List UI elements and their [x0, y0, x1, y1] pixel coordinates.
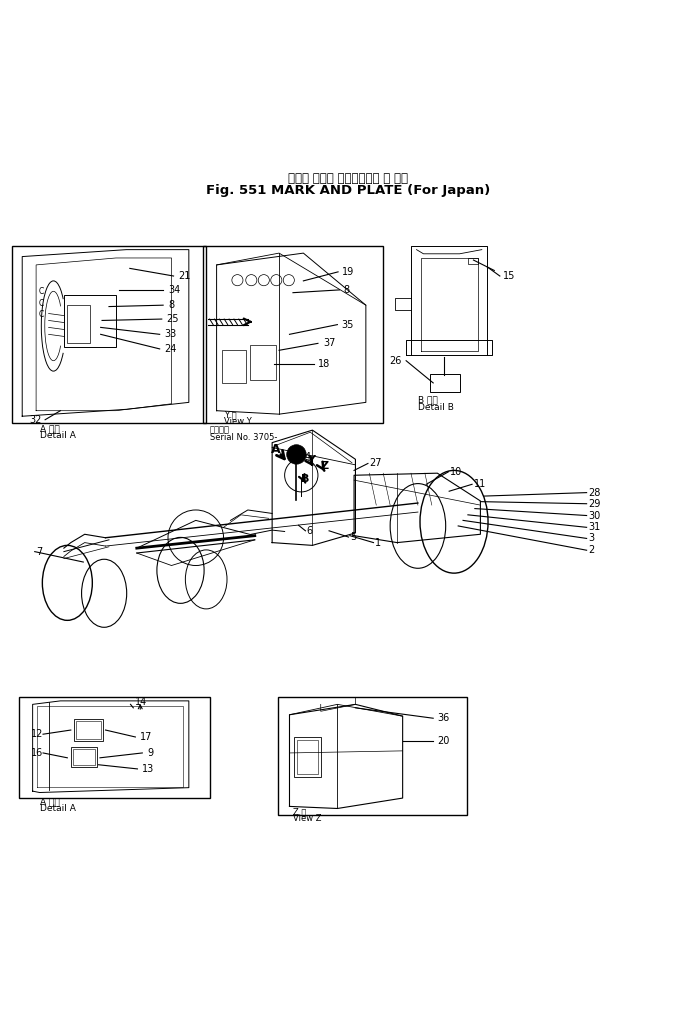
Bar [222, 349, 247, 383]
Text: 32: 32 [29, 414, 42, 424]
Text: C: C [38, 287, 43, 296]
Bar [250, 345, 276, 380]
Text: 4: 4 [305, 452, 311, 462]
Text: 19: 19 [342, 266, 354, 277]
Text: 2: 2 [588, 545, 595, 555]
Text: Y 矢: Y 矢 [224, 410, 236, 419]
Text: 27: 27 [369, 459, 382, 468]
Text: マーク および プレート（国 内 向）: マーク および プレート（国 内 向） [289, 171, 408, 184]
Text: 8: 8 [344, 285, 350, 295]
Text: 10: 10 [450, 467, 462, 477]
Text: Detail A: Detail A [40, 804, 75, 813]
Text: 33: 33 [164, 329, 177, 339]
Text: 29: 29 [588, 498, 600, 509]
Text: 9: 9 [147, 748, 153, 758]
Text: View Z: View Z [293, 814, 321, 824]
Text: Y: Y [307, 455, 315, 465]
Text: 15: 15 [503, 271, 515, 281]
Text: 21: 21 [178, 271, 191, 281]
Text: 34: 34 [168, 285, 181, 295]
Text: 37: 37 [323, 338, 335, 348]
Text: 1: 1 [375, 538, 381, 548]
Text: A 詳細: A 詳細 [40, 424, 59, 434]
Bar [71, 748, 97, 767]
Text: B: B [301, 474, 309, 484]
Text: 16: 16 [31, 748, 43, 758]
Text: 11: 11 [473, 479, 486, 489]
Text: 30: 30 [588, 511, 600, 521]
Bar [294, 737, 321, 777]
Bar [64, 295, 116, 346]
Text: Detail B: Detail B [418, 403, 454, 411]
Text: Serial No. 3705-: Serial No. 3705- [210, 433, 277, 442]
Text: 24: 24 [164, 343, 177, 354]
Bar [77, 721, 101, 739]
Text: C: C [38, 299, 43, 308]
Text: 35: 35 [342, 320, 354, 329]
Text: 7: 7 [36, 547, 43, 556]
Circle shape [286, 445, 306, 464]
Text: C: C [38, 310, 43, 319]
Text: 12: 12 [31, 729, 43, 739]
Text: 18: 18 [318, 360, 330, 369]
Bar [73, 750, 95, 765]
Text: 25: 25 [167, 314, 179, 324]
Text: 5: 5 [350, 532, 356, 542]
Text: Detail A: Detail A [40, 432, 75, 441]
Text: 13: 13 [141, 764, 154, 774]
Text: 36: 36 [437, 713, 450, 723]
Text: View Y: View Y [224, 416, 252, 425]
Text: A 詳細: A 詳細 [40, 797, 59, 806]
Text: 14: 14 [135, 697, 148, 707]
Text: 31: 31 [588, 523, 600, 532]
Text: Fig. 551 MARK AND PLATE (For Japan): Fig. 551 MARK AND PLATE (For Japan) [206, 184, 491, 198]
Text: 28: 28 [588, 487, 600, 497]
Text: 20: 20 [437, 736, 450, 747]
Text: B 詳細: B 詳細 [418, 396, 438, 405]
Text: 26: 26 [389, 356, 401, 366]
Text: 8: 8 [168, 300, 174, 310]
Text: 6: 6 [307, 526, 313, 536]
Bar [75, 719, 103, 742]
Text: A: A [270, 443, 280, 456]
Bar [297, 739, 318, 775]
Text: 3: 3 [588, 534, 594, 543]
Bar [68, 305, 90, 343]
Bar [468, 258, 478, 264]
Bar [431, 374, 459, 392]
Text: 適用号機: 適用号機 [210, 425, 229, 435]
Text: Z 矢: Z 矢 [293, 807, 307, 816]
Text: 17: 17 [140, 732, 153, 742]
Text: Z: Z [321, 461, 329, 471]
